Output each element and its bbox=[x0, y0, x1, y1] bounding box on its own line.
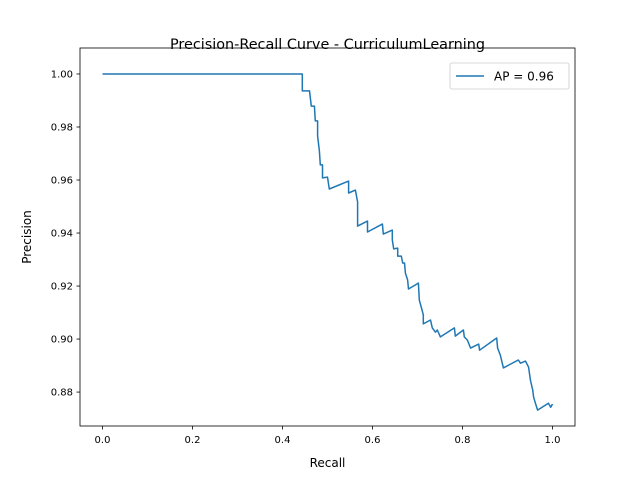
y-tick-label: 0.92 bbox=[51, 282, 73, 293]
x-tick-label: 0.2 bbox=[185, 435, 201, 446]
x-tick-label: 0.8 bbox=[455, 435, 471, 446]
y-tick-label: 1.00 bbox=[51, 69, 73, 80]
y-tick-label: 0.96 bbox=[51, 176, 73, 187]
y-tick-label: 0.90 bbox=[51, 335, 73, 346]
x-tick-label: 0.4 bbox=[275, 435, 291, 446]
axes-frame bbox=[79, 47, 576, 427]
x-axis: 0.0 0.2 0.4 0.6 0.8 1.0 bbox=[95, 426, 561, 446]
x-tick-label: 1.0 bbox=[545, 435, 561, 446]
x-tick-label: 0.0 bbox=[95, 435, 111, 446]
y-tick-label: 0.88 bbox=[51, 388, 73, 399]
x-tick-label: 0.6 bbox=[365, 435, 381, 446]
y-axis: 0.88 0.90 0.92 0.94 0.96 0.98 1.00 bbox=[51, 69, 80, 399]
x-axis-label: Recall bbox=[310, 456, 346, 470]
legend-box bbox=[449, 62, 570, 90]
plot-area bbox=[102, 73, 554, 411]
legend: AP = 0.96 bbox=[449, 62, 570, 90]
y-tick-label: 0.94 bbox=[51, 229, 73, 240]
y-axis-label: Precision bbox=[20, 210, 34, 264]
y-tick-label: 0.98 bbox=[51, 122, 73, 133]
chart-title: Precision-Recall Curve - CurriculumLearn… bbox=[170, 37, 485, 53]
legend-label: AP = 0.96 bbox=[494, 70, 554, 84]
series-line-0 bbox=[102, 73, 554, 411]
